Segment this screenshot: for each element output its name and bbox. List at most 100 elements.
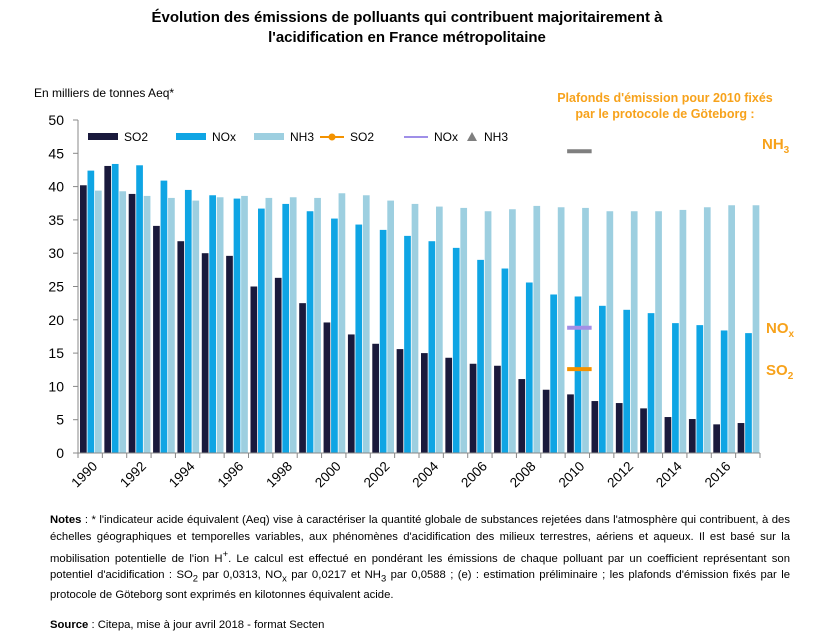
ceiling-label-so2: SO2 [766,362,793,382]
legend-so2-0-label: SO2 [124,130,148,144]
ceiling-label-nox-text: NO [766,320,789,337]
bar-so2-1997 [250,286,258,453]
bar-so2-2006 [469,363,477,453]
bar-nox-2012 [623,309,631,453]
bar-so2-1994 [177,241,185,453]
bar-nh3-1990 [95,190,102,453]
bar-nh3-1997 [265,197,273,453]
bar-so2-1995 [201,253,209,453]
ceiling-label-so2-text: SO [766,362,788,379]
y-tick-label: 5 [56,412,64,428]
bar-nox-2010 [574,296,582,453]
notes-sub-nox: x [282,572,287,584]
bar-nox-2008 [525,282,533,453]
bar-so2-2015 [688,419,696,453]
bar-nh3-2011 [606,211,614,453]
bar-nox-1998 [282,203,290,453]
bar-nh3-1993 [168,197,175,453]
y-tick-label: 30 [48,245,64,261]
bar-nox-1997 [258,208,265,453]
x-tick-label: 2002 [361,459,393,491]
bar-nh3-1998 [289,197,297,453]
ceiling-label-nh3-sub: 3 [783,145,790,156]
notes-text-4: par 0,0217 et NH [286,569,381,582]
ceiling-label-nh3: NH3 [762,136,789,156]
source: Source : Citepa, mise à jour avril 2018 … [50,619,324,631]
legend-nh3-2-label: NH3 [290,130,314,144]
bar-nh3-2006 [484,211,492,453]
bar-nh3-2005 [460,207,468,453]
bar-nox-1996 [233,198,241,453]
x-tick-label: 1992 [117,459,149,491]
bar-nox-1999 [306,211,314,453]
bar-nox-2000 [331,218,338,453]
bar-nox-1994 [184,189,192,453]
ceilings-title-line-2: par le protocole de Göteborg : [575,107,755,121]
bar-so2-2016 [713,424,720,453]
bar-so2-2012 [615,403,623,453]
bar-nh3-2004 [436,206,443,453]
chart-title: Évolution des émissions de polluants qui… [0,8,814,48]
y-tick-label: 25 [48,279,64,295]
notes-sup: + [222,547,229,559]
ceilings-title-line-1: Plafonds d'émission pour 2010 fixés [557,91,773,105]
ceiling-label-so2-sub: 2 [787,371,794,382]
x-tick-label: 1998 [263,459,295,491]
legend-so2-3-marker [328,133,336,141]
y-axis-unit-label: En milliers de tonnes Aeq* [34,86,175,100]
bars-group [80,163,760,454]
source-label: Source [50,619,89,631]
ceilings-title: Plafonds d'émission pour 2010 fixés par … [530,90,800,122]
bar-so2-2004 [421,353,428,453]
bar-nh3-1991 [119,191,127,453]
bar-so2-1992 [128,193,136,453]
ceiling-label-nox: NOx [766,320,794,340]
ceiling-label-nh3-text: NH [762,136,784,153]
bar-nox-2014 [672,323,679,453]
legend-nox-4-label: NOx [434,130,458,144]
x-tick-label: 2012 [604,459,636,491]
notes-text-5: par 0,0588 ; (e) : estimation préliminai… [50,569,790,602]
bar-nox-1990 [87,170,95,453]
bar-so2-2011 [591,401,599,453]
notes-text-1: : * l'indicateur acide équivalent (Aeq) … [50,514,790,565]
legend-nox-1-swatch [176,133,206,140]
bar-so2-2005 [445,357,453,453]
x-tick-label: 2014 [653,458,685,490]
notes: Notes : * l'indicateur acide équivalent … [50,512,790,604]
bar-so2-2009 [542,389,550,453]
bar-nh3-2008 [533,205,541,453]
notes-sub-so2: 2 [192,572,199,584]
bar-nox-2004 [428,241,436,453]
bar-so2-2013 [640,408,647,453]
bar-nh3-2001 [362,195,370,453]
x-tick-label: 2004 [409,458,441,490]
bar-nh3-2016 [728,205,735,453]
legend-nh3-2-swatch [254,133,284,140]
bar-so2-2003 [396,349,404,453]
bar-nox-2009 [550,294,557,453]
y-tick-label: 10 [48,378,64,394]
bar-so2-1993 [153,225,160,453]
y-tick-label: 40 [48,179,64,195]
y-axis: 0 5 10 15 20 25 30 35 40 45 50 [48,112,79,461]
x-tick-label: 2000 [312,459,344,491]
bar-so2-2002 [372,343,379,453]
bar-nox-1995 [209,195,216,453]
bar-nox-2015 [696,325,704,453]
legend: SO2 NOx NH3 SO2 NOx NH3 [88,130,508,144]
bar-nh3-2002 [387,200,394,453]
source-text: : Citepa, mise à jour avril 2018 - forma… [88,619,325,631]
bar-so2-2008 [518,379,526,453]
legend-so2-0-swatch [88,133,118,140]
bar-nox-2001 [355,224,363,453]
bar-so2-2000 [323,322,331,453]
y-tick-label: 15 [48,345,64,361]
x-axis: 1990 1992 1994 1996 1998 2000 2002 2004 2006 2008… [68,452,761,491]
x-tick-label: 1990 [68,459,100,491]
y-tick-label: 0 [56,445,64,461]
ceiling-label-nox-sub: x [788,329,795,340]
y-tick-label: 45 [48,145,64,161]
bar-so2-1991 [104,165,112,453]
x-tick-label: 2008 [507,459,539,491]
